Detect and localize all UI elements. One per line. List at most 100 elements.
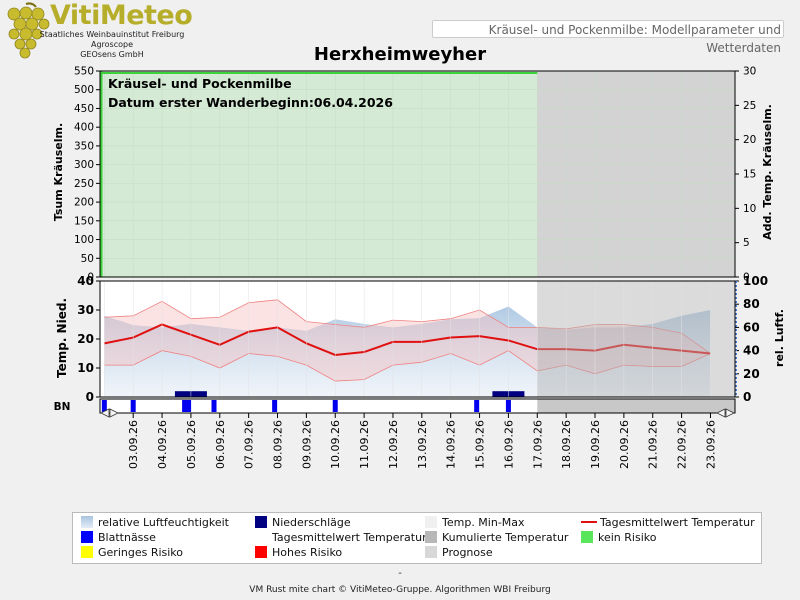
y2-tick-label: 20 [743, 134, 756, 146]
plot-border [99, 70, 736, 278]
x-tick-label: 03.09.26 [127, 420, 140, 469]
legend-item-temp-minmax: Temp. Min-Max [425, 516, 525, 530]
x-tick-label: 23.09.26 [704, 420, 717, 469]
y-tick-label: 40 [77, 274, 94, 288]
x-tick-label: 20.09.26 [618, 420, 631, 469]
legend-swatch [81, 531, 93, 543]
x-tick-label: 08.09.26 [272, 420, 285, 469]
leaf-wetness-panel: BN [54, 398, 736, 418]
legend-item-mean-temp-line: Tagesmittelwert Temperatur [581, 516, 755, 530]
y2-tick-label: 0 [743, 272, 750, 284]
y-tick-label: 400 [74, 122, 94, 134]
brand-lines: Staatliches Weinbauinstitut Freiburg Agr… [38, 30, 186, 60]
scroll-left-icon [100, 408, 119, 418]
plot-border [99, 398, 736, 414]
leaf-wetness-bar [182, 400, 192, 412]
legend: relative Luftfeuchtigkeit Niederschläge … [72, 512, 762, 564]
x-tick-label: 09.09.26 [300, 420, 313, 469]
x-tick-label: 10.09.26 [329, 420, 342, 469]
forecast-zone [537, 71, 735, 277]
y2-tick-label: 0 [743, 390, 751, 404]
legend-label: Blattnässe [98, 531, 156, 544]
legend-swatch [425, 531, 437, 543]
x-tick-label: 15.09.26 [474, 420, 487, 469]
legend-item-cumulative-temp: Kumulierte Temperatur [425, 531, 568, 545]
y-tick-label: 250 [74, 178, 94, 190]
y2-tick-label: 10 [743, 203, 756, 215]
legend-item-leaf-wetness: Blattnässe [81, 531, 156, 545]
grape-icon [7, 2, 50, 59]
y2-tick-label: 60 [743, 320, 760, 334]
x-tick-label: 21.09.26 [647, 420, 660, 469]
legend-swatch [255, 546, 267, 558]
x-tick-label: 17.09.26 [531, 420, 544, 469]
y-axis-label: Temp. Nied. [55, 298, 69, 378]
forecast-zone [537, 281, 735, 397]
footer-credits: VM Rust mite chart © VitiMeteo-Gruppe. A… [249, 585, 551, 595]
y-tick-label: 550 [74, 66, 94, 78]
x-tick-label: 05.09.26 [185, 420, 198, 469]
y-tick-label: 10 [77, 361, 94, 375]
temp-min-line [104, 350, 711, 382]
legend-swatch [255, 531, 267, 543]
y-tick-label: 0 [86, 390, 94, 404]
location-title: Herxheimweyher [313, 44, 487, 65]
x-tick-label: 16.09.26 [502, 420, 515, 469]
legend-swatch [425, 546, 437, 558]
y-tick-label: 20 [77, 332, 94, 346]
x-tick-label: 11.09.26 [358, 420, 371, 469]
legend-label: Geringes Risiko [98, 546, 184, 559]
brand-name: VitiMeteo [50, 0, 193, 31]
legend-item-precipitation: Niederschläge [255, 516, 351, 530]
y2-tick-label: 80 [743, 297, 760, 311]
x-tick-label: 12.09.26 [387, 420, 400, 469]
plot-border [99, 280, 736, 398]
y-axis-label: Tsum Kräuselm. [52, 123, 65, 221]
x-tick-label: 19.09.26 [589, 420, 602, 469]
legend-label: Prognose [442, 546, 493, 559]
legend-swatch [81, 516, 93, 528]
scroll-right-icon [716, 408, 735, 418]
legend-label: Niederschläge [272, 516, 351, 529]
legend-label: Hohes Risiko [272, 546, 343, 559]
leaf-wetness-bar [272, 400, 278, 412]
brand-line: Staatliches Weinbauinstitut Freiburg [39, 30, 185, 39]
y-tick-label: 30 [77, 303, 94, 317]
y-tick-label: 50 [81, 253, 94, 265]
x-tick-label: 13.09.26 [416, 420, 429, 469]
chart-subtitle: Datum erster Wanderbeginn:06.04.2026 [108, 95, 393, 110]
humidity-area [104, 306, 711, 397]
legend-item-high-risk: Hohes Risiko [255, 546, 342, 560]
x-tick-label: 14.09.26 [445, 420, 458, 469]
legend-item-no-risk: kein Risiko [581, 531, 656, 545]
cumulative-temperature-panel: 0 50 100 150 200 250 300 350 400 450 500 550 0 5 10 15 2… [52, 66, 774, 284]
y2-tick-label: 25 [743, 100, 756, 112]
y2-tick-label: 40 [743, 344, 760, 358]
brand-line: GEOsens GmbH [80, 50, 144, 59]
footer-separator: - [398, 568, 402, 579]
y-tick-label: 0 [87, 272, 94, 284]
y2-axis-label: rel. Luftf. [773, 309, 786, 367]
x-tick-label: 06.09.26 [214, 420, 227, 469]
chart-description-box: Kräusel- und Pockenmilbe: Modellparamete… [432, 20, 784, 55]
legend-swatch [425, 516, 437, 528]
legend-swatch [581, 521, 597, 523]
mean-temperature-line [104, 323, 711, 356]
y-tick-label: 450 [74, 103, 94, 115]
legend-label: Tagesmittelwert Temperatur [272, 531, 427, 544]
leaf-wetness-bar [505, 400, 511, 412]
legend-swatch [81, 546, 93, 558]
brand-line: Agroscope [90, 40, 134, 49]
legend-swatch [255, 516, 267, 528]
x-tick-label: 18.09.26 [560, 420, 573, 469]
x-tick-label: 04.09.26 [156, 420, 169, 469]
legend-item-low-risk: Geringes Risiko [81, 546, 183, 560]
leaf-wetness-bar [332, 400, 338, 412]
y-tick-label: 200 [74, 197, 94, 209]
temp-minmax-band [104, 299, 711, 382]
legend-label: Tagesmittelwert Temperatur [600, 516, 755, 529]
y-tick-label: 500 [74, 84, 94, 96]
legend-label: kein Risiko [598, 531, 657, 544]
y2-tick-label: 30 [743, 66, 756, 78]
